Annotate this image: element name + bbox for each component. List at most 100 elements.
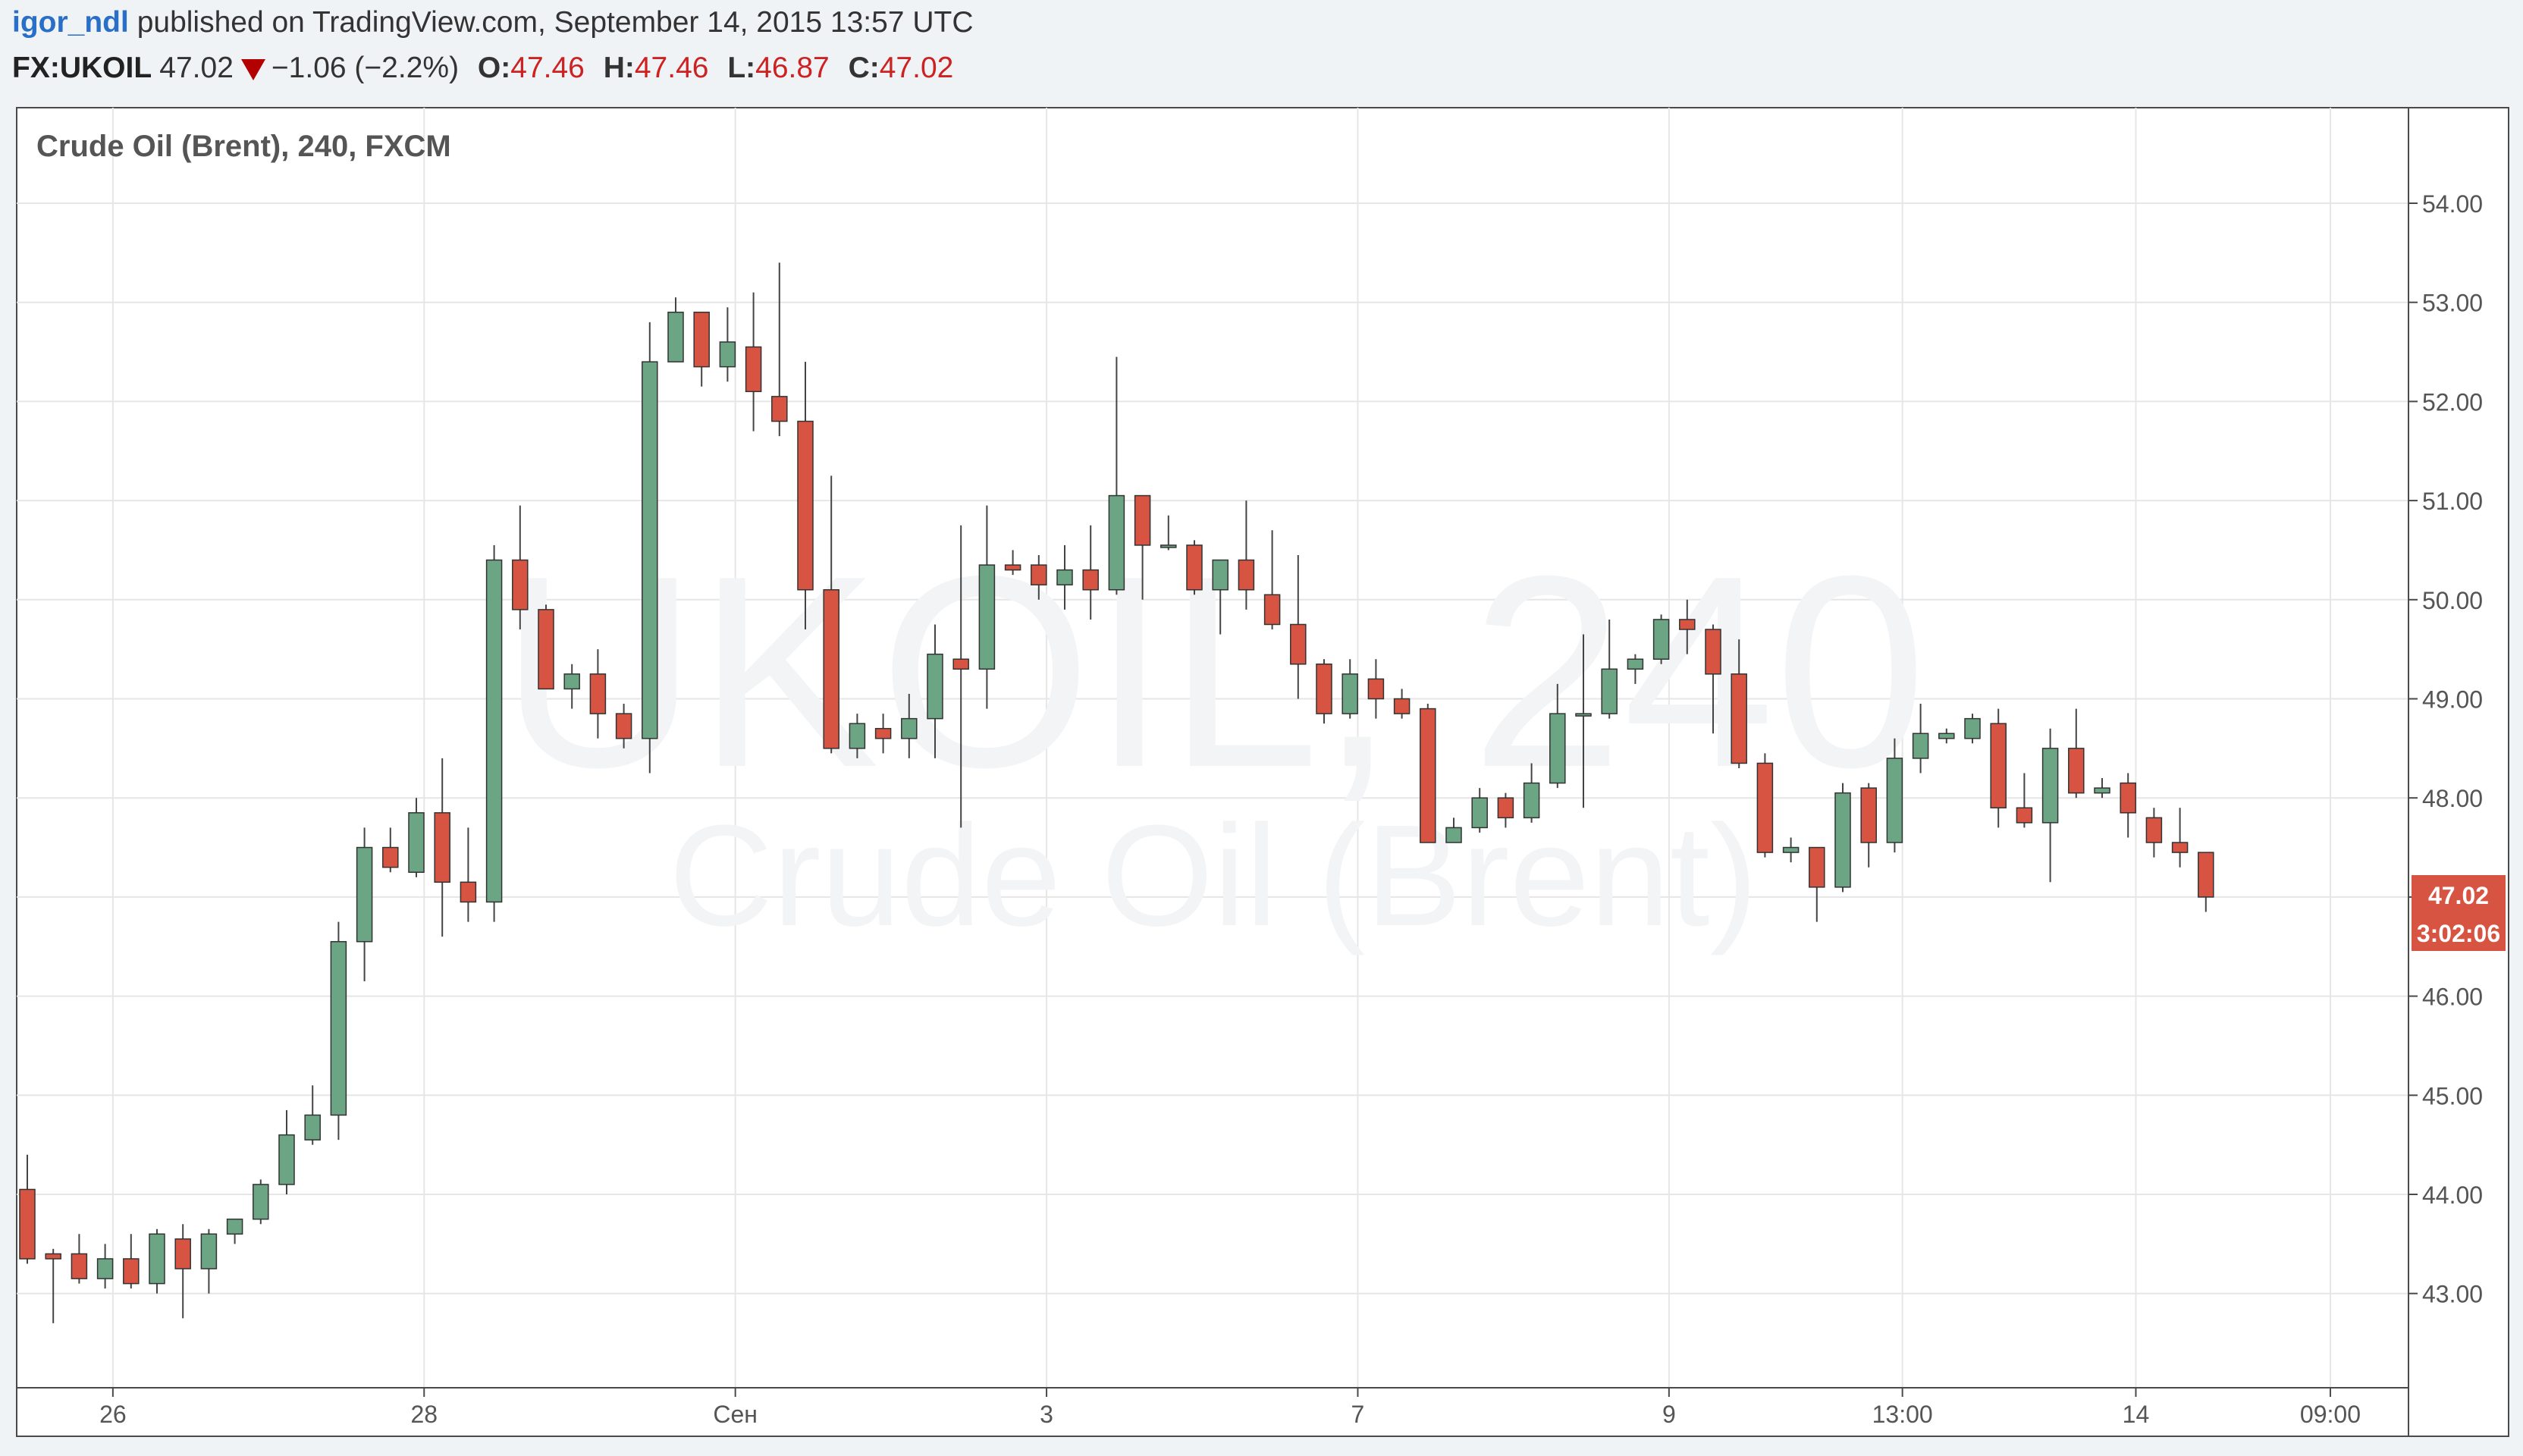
candle[interactable] (200, 1228, 218, 1294)
candle[interactable] (1263, 530, 1281, 630)
candle[interactable] (226, 1218, 243, 1244)
candle[interactable] (978, 505, 996, 709)
candle[interactable] (693, 312, 710, 387)
candle[interactable] (2094, 778, 2110, 799)
candle[interactable] (1990, 708, 2007, 828)
candle[interactable] (1912, 704, 1929, 774)
x-tick-label: Сен (713, 1401, 758, 1428)
candle[interactable] (1212, 559, 1229, 635)
candle[interactable] (1004, 550, 1021, 576)
candle[interactable] (1108, 356, 1125, 595)
candle[interactable] (278, 1109, 295, 1194)
candle[interactable] (1523, 763, 1540, 823)
candle[interactable] (1809, 846, 1825, 922)
price-axis[interactable]: 54.0053.0052.0051.0050.0049.0048.0047.00… (2408, 190, 2483, 1308)
candle-body (512, 559, 529, 610)
candle[interactable] (2171, 808, 2189, 868)
candle[interactable] (589, 649, 607, 739)
candle[interactable] (901, 693, 918, 758)
candle-body (1186, 544, 1203, 591)
candle[interactable] (382, 827, 399, 873)
candle[interactable] (615, 704, 632, 748)
candle[interactable] (1834, 783, 1851, 893)
candle[interactable] (2145, 808, 2163, 858)
candle[interactable] (1938, 728, 1955, 744)
low-label: L: (727, 52, 756, 84)
y-tick-label: 51.00 (2422, 488, 2483, 515)
candle[interactable] (745, 292, 762, 431)
candle[interactable] (1471, 788, 1488, 833)
author-link[interactable]: igor_ndl (12, 6, 129, 39)
candle[interactable] (952, 525, 969, 828)
candle[interactable] (1705, 624, 1721, 734)
candle[interactable] (1652, 614, 1670, 664)
candle[interactable] (849, 714, 866, 758)
candle[interactable] (434, 758, 450, 937)
candle[interactable] (485, 544, 503, 922)
candle[interactable] (2198, 852, 2214, 912)
candle[interactable] (123, 1234, 140, 1289)
candle[interactable] (538, 604, 554, 690)
candle[interactable] (927, 624, 943, 758)
candle[interactable] (1445, 817, 1462, 843)
candle[interactable] (512, 505, 529, 630)
candle[interactable] (1056, 544, 1073, 610)
candle[interactable] (1160, 515, 1177, 551)
candle[interactable] (1393, 689, 1411, 719)
candle[interactable] (719, 307, 736, 382)
candle[interactable] (330, 921, 347, 1141)
candle[interactable] (149, 1228, 165, 1294)
candle[interactable] (408, 798, 425, 877)
candle[interactable] (823, 475, 839, 754)
candle[interactable] (1627, 654, 1644, 684)
candle[interactable] (874, 714, 892, 754)
candle[interactable] (1186, 540, 1203, 595)
candle[interactable] (1290, 554, 1307, 699)
candle[interactable] (460, 827, 477, 922)
candle[interactable] (1497, 792, 1514, 828)
candle[interactable] (1342, 659, 1358, 719)
close-value: 47.02 (879, 52, 954, 84)
candle[interactable] (1134, 494, 1151, 600)
candle[interactable] (797, 362, 814, 630)
candle[interactable] (2068, 708, 2085, 799)
candle[interactable] (563, 664, 580, 709)
x-tick-label: 14 (2123, 1401, 2150, 1428)
candle[interactable] (1964, 714, 1981, 744)
candle[interactable] (667, 297, 684, 362)
candle[interactable] (1575, 634, 1592, 808)
time-axis[interactable]: 26 28 Сен 3 7 9 13:00 14 09:00 (99, 1388, 2361, 1428)
candle[interactable] (1731, 639, 1747, 768)
candle[interactable] (253, 1179, 269, 1225)
candle[interactable] (1238, 500, 1255, 610)
candle[interactable] (1082, 525, 1099, 620)
candle[interactable] (2041, 728, 2059, 883)
candle[interactable] (45, 1248, 61, 1323)
candle[interactable] (1367, 659, 1385, 719)
candle[interactable] (1601, 619, 1618, 719)
y-tick-label: 45.00 (2422, 1082, 2483, 1109)
candle[interactable] (1860, 783, 1877, 868)
candle[interactable] (1316, 659, 1332, 724)
candle[interactable] (1549, 683, 1566, 789)
candles[interactable] (19, 262, 2214, 1323)
candle[interactable] (642, 322, 658, 774)
candle[interactable] (771, 262, 788, 437)
candle[interactable] (19, 1154, 36, 1264)
candle[interactable] (356, 827, 373, 981)
candle[interactable] (96, 1244, 114, 1289)
chart-pane[interactable] (16, 107, 2509, 1437)
candle[interactable] (1031, 554, 1047, 600)
candle[interactable] (1420, 704, 1436, 843)
candle[interactable] (1782, 837, 1800, 863)
candle[interactable] (1886, 738, 1903, 853)
candle[interactable] (174, 1224, 191, 1319)
candle[interactable] (304, 1085, 321, 1145)
candle[interactable] (1756, 753, 1774, 858)
candle-body (1679, 619, 1696, 630)
candle[interactable] (2016, 773, 2033, 828)
candle[interactable] (1679, 599, 1696, 654)
candle[interactable] (71, 1234, 88, 1284)
candle[interactable] (2120, 773, 2136, 838)
